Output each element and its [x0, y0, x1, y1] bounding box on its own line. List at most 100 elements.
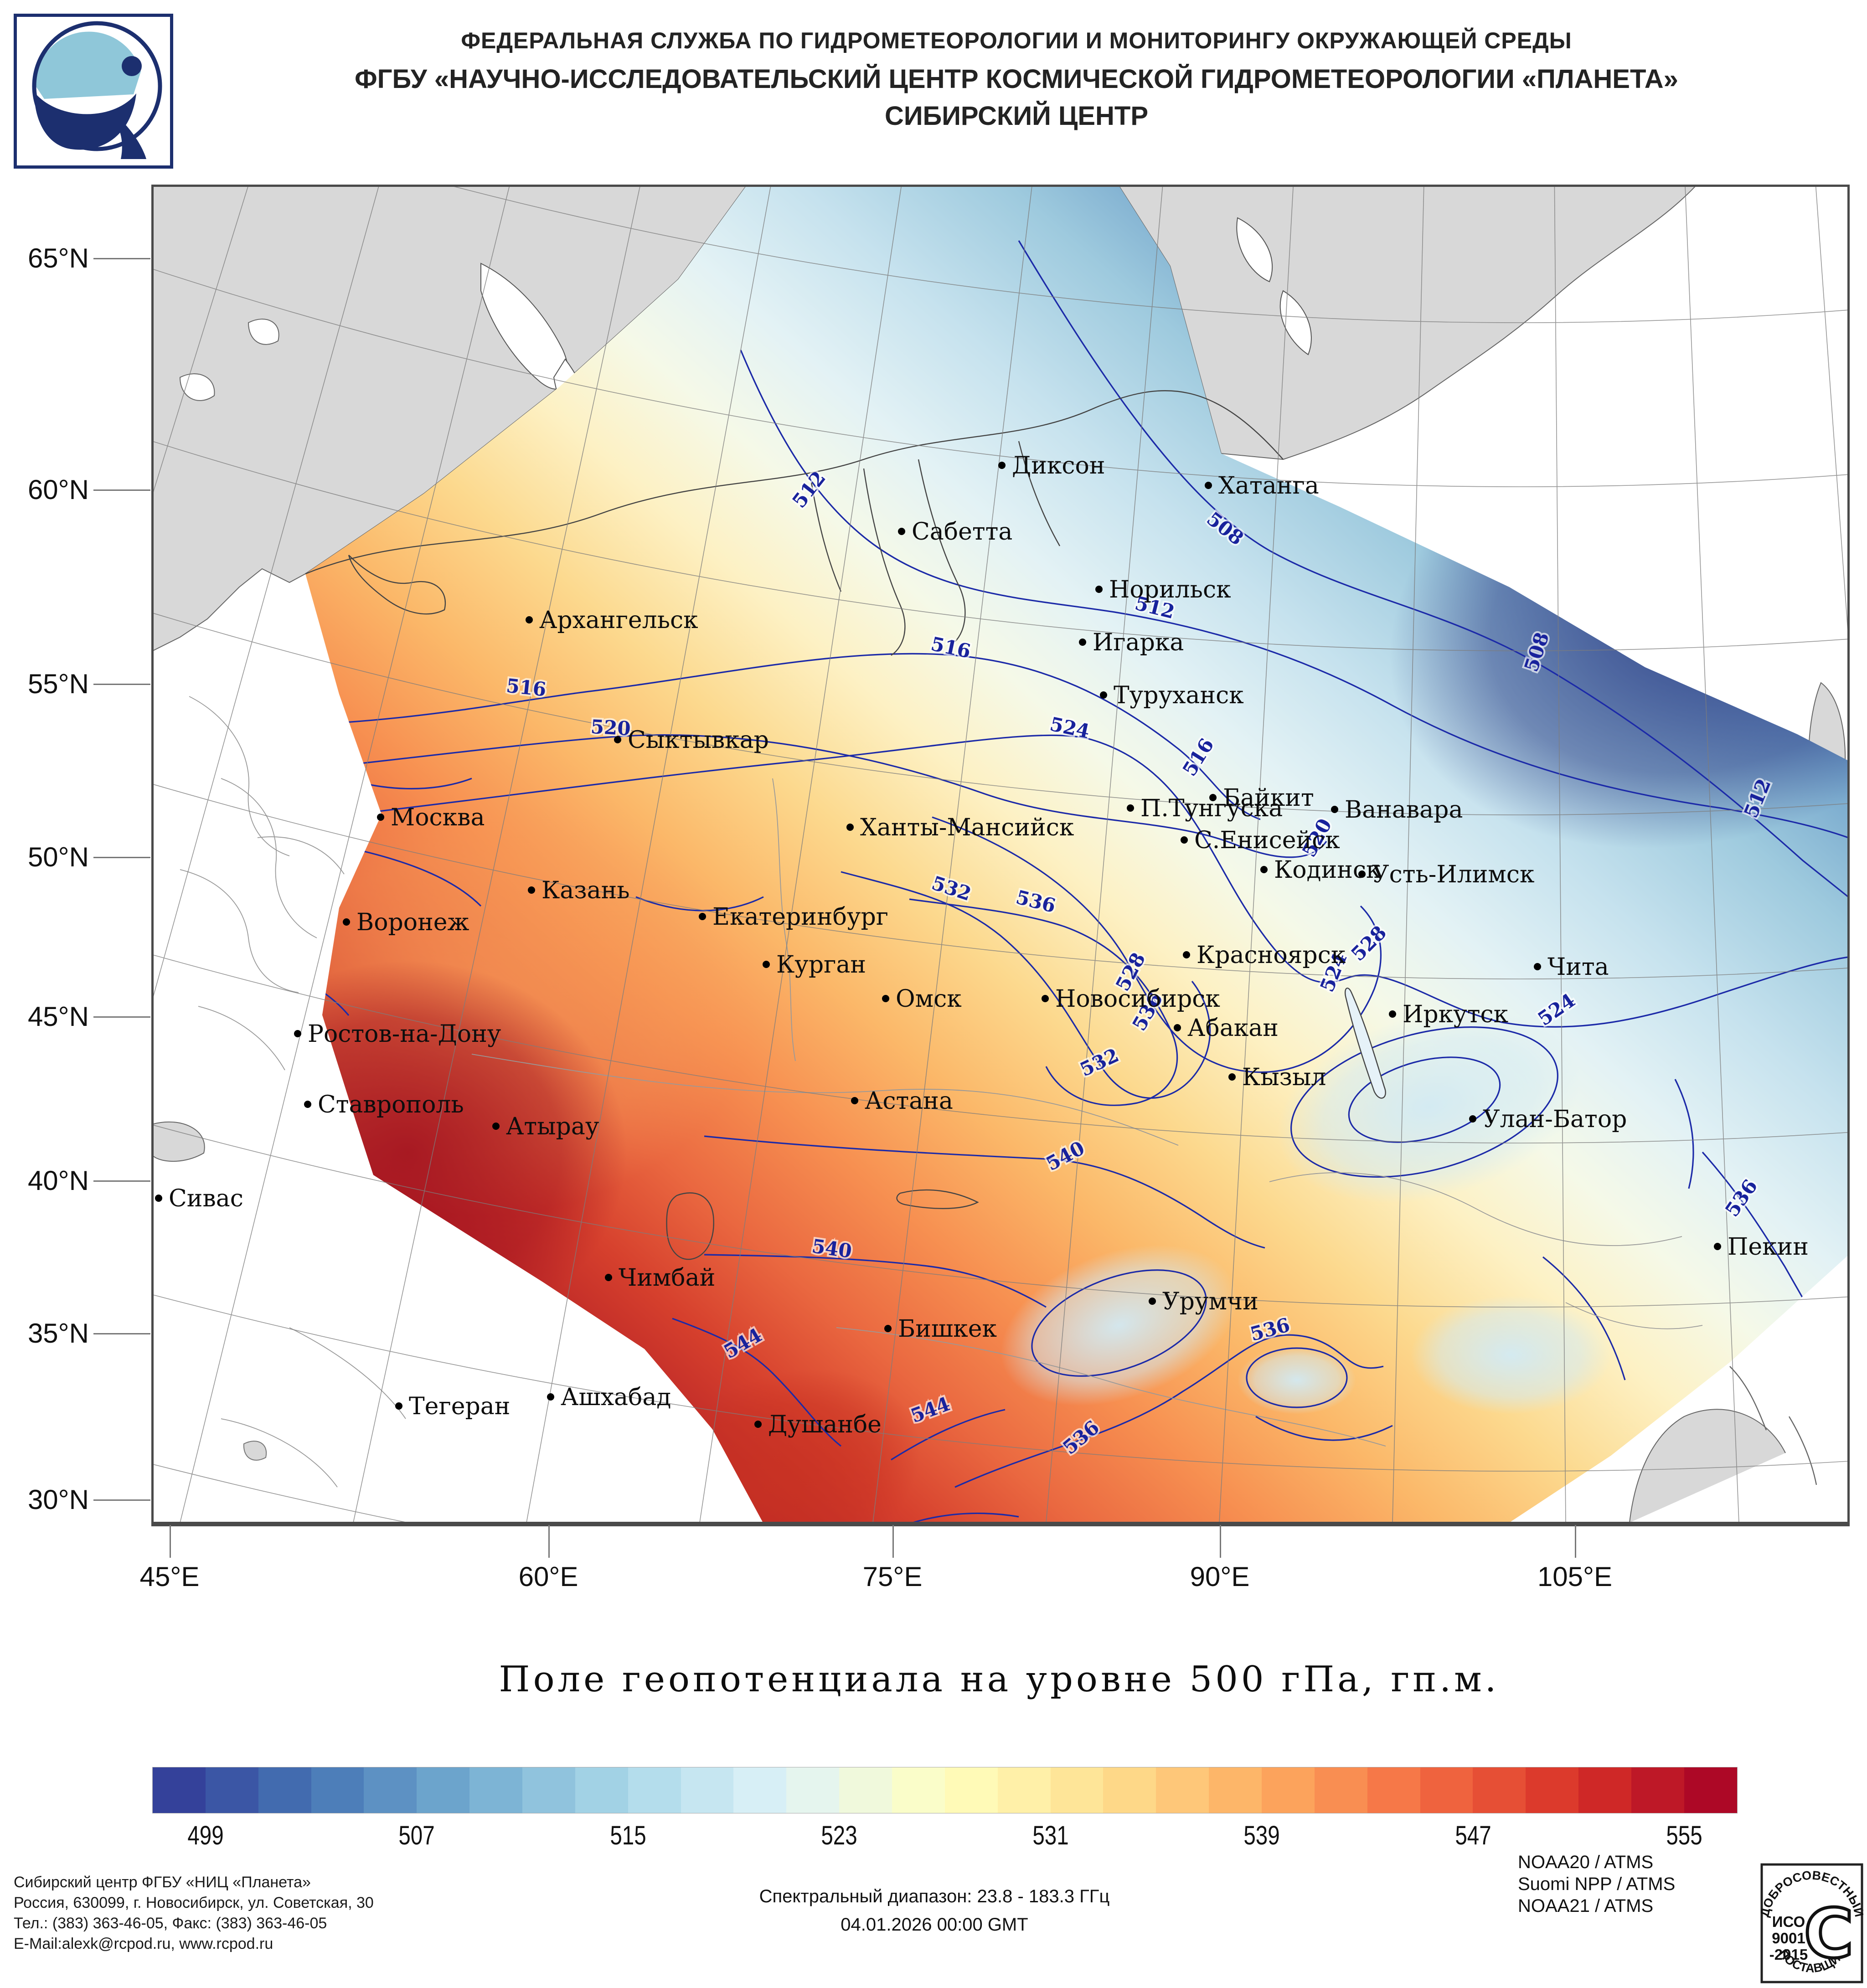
- map-region: [153, 1121, 205, 1162]
- footer-org: Сибирский центр ФГБУ «НИЦ «Планета»: [14, 1874, 311, 1891]
- country-border: [836, 1327, 1386, 1447]
- city-marker: [754, 1421, 762, 1428]
- map-frame-line: [153, 186, 1848, 1523]
- coastline: [896, 1189, 979, 1209]
- iso-mid-1: ИСО: [1772, 1913, 1805, 1930]
- lon-label: 45°E: [139, 1561, 200, 1592]
- city-marker: [998, 462, 1006, 469]
- colorbar-segment: [628, 1767, 681, 1813]
- city-marker: [304, 1101, 311, 1108]
- city-marker: [1228, 1073, 1236, 1081]
- logo-planet-top: [35, 31, 141, 99]
- contour-label: 516: [505, 675, 547, 701]
- colorbar-segment: [575, 1767, 628, 1813]
- contour-line: [305, 960, 350, 1016]
- coastline: [348, 555, 446, 615]
- colorbar-segment: [1156, 1767, 1209, 1813]
- satellite-2: Suomi NPP / ATMS: [1518, 1874, 1676, 1894]
- contour-line: [1255, 1416, 1393, 1441]
- meridian-line: [526, 186, 771, 1523]
- country-border: [198, 1006, 285, 1071]
- lat-label: 55°N: [27, 669, 89, 699]
- satellite-1: NOAA20 / ATMS: [1518, 1852, 1654, 1872]
- city-marker: [547, 1393, 554, 1401]
- colorbar-segment: [1631, 1767, 1684, 1813]
- colorbar-segment: [892, 1767, 945, 1813]
- city-marker: [1042, 995, 1049, 1002]
- lat-label: 45°N: [27, 1001, 89, 1032]
- satellite-list: NOAA20 / ATMS Suomi NPP / ATMS NOAA21 / …: [1518, 1851, 1675, 1917]
- contour-line: [305, 734, 1848, 1028]
- city-label: Кызыл: [1242, 1064, 1326, 1091]
- city-marker: [699, 913, 706, 920]
- contour-line: [1674, 1079, 1694, 1189]
- meridian-line: [872, 186, 1032, 1523]
- city-marker: [1260, 866, 1268, 873]
- city-marker: [614, 736, 621, 743]
- city-label: Усть-Илимск: [1372, 861, 1534, 888]
- colorbar-segment: [364, 1767, 417, 1813]
- coastline: [1729, 1366, 1767, 1431]
- city-marker: [1205, 482, 1212, 489]
- map-region: [248, 319, 279, 345]
- lon-tick: [170, 1525, 171, 1558]
- contour-line: [932, 816, 1382, 1073]
- colorbar-segment: [786, 1767, 840, 1813]
- country-border: [772, 778, 796, 1061]
- colorbar-segment: [997, 1767, 1051, 1813]
- city-label: Астана: [865, 1087, 953, 1115]
- lon-label: 60°E: [518, 1561, 578, 1592]
- colorbar-segment: [681, 1767, 734, 1813]
- city-marker: [884, 1325, 892, 1332]
- graticule: [153, 186, 1848, 1523]
- lat-tick: [93, 489, 150, 491]
- colorbar-tick-label: 523: [821, 1821, 857, 1850]
- city-marker: [1079, 639, 1086, 646]
- city-marker: [155, 1195, 162, 1202]
- lon-tick: [892, 1525, 894, 1558]
- country-border: [471, 1054, 1179, 1146]
- contour-loop: [1031, 1269, 1207, 1377]
- city-label: Диксон: [1012, 452, 1105, 479]
- contour-line: [891, 1409, 1006, 1461]
- footer-phone: Тел.: (383) 363-46-05, Факс: (383) 363-4…: [14, 1915, 327, 1932]
- meridian-line: [699, 186, 902, 1523]
- contour-line: [672, 1318, 841, 1447]
- lat-tick: [93, 258, 150, 259]
- city-marker: [1358, 870, 1366, 878]
- city-label: Ханты-Мансийск: [860, 814, 1074, 841]
- iso-mid-2: 9001: [1772, 1930, 1805, 1947]
- lat-tick: [93, 857, 150, 858]
- contour-loop: [1290, 1026, 1558, 1178]
- city-label: Иркутск: [1403, 1001, 1508, 1028]
- header-line3: СИБИРСКИЙ ЦЕНТР: [884, 101, 1149, 131]
- country-border: [221, 1418, 338, 1488]
- coastline: [1788, 1416, 1817, 1485]
- contour-line: [704, 1135, 1265, 1249]
- colorbar-tick-label: 499: [187, 1821, 224, 1850]
- coastline: [863, 468, 906, 656]
- city-label: Тегеран: [409, 1393, 510, 1420]
- contour-line: [704, 1254, 1047, 1308]
- footer-spectral: Спектральный диапазон: 23.8 - 183.3 ГГц …: [570, 1882, 1299, 1939]
- city-marker: [395, 1402, 402, 1410]
- colorbar-segment: [522, 1767, 575, 1813]
- country-border: [1269, 1172, 1682, 1246]
- contour-line: [344, 846, 482, 907]
- city-marker: [1331, 806, 1338, 813]
- colorbar: [152, 1767, 1738, 1813]
- colorbar-tick-label: 539: [1243, 1821, 1280, 1850]
- contour-line: [305, 653, 1261, 820]
- satellite-3: NOAA21 / ATMS: [1518, 1896, 1654, 1916]
- iso-border: [1760, 1863, 1863, 1983]
- city-marker: [1469, 1115, 1476, 1123]
- contour-line: [863, 1512, 1019, 1523]
- footer-contacts: Сибирский центр ФГБУ «НИЦ «Планета» Росс…: [14, 1872, 374, 1954]
- city-label: Хатанга: [1218, 472, 1319, 500]
- colorbar-tick-label: 531: [1032, 1821, 1069, 1850]
- lat-tick: [93, 1016, 150, 1018]
- map-region: [243, 1441, 267, 1461]
- city-marker: [1174, 1024, 1181, 1031]
- iso-mid-3: -2015: [1769, 1946, 1808, 1963]
- colorbar-segment: [1262, 1767, 1315, 1813]
